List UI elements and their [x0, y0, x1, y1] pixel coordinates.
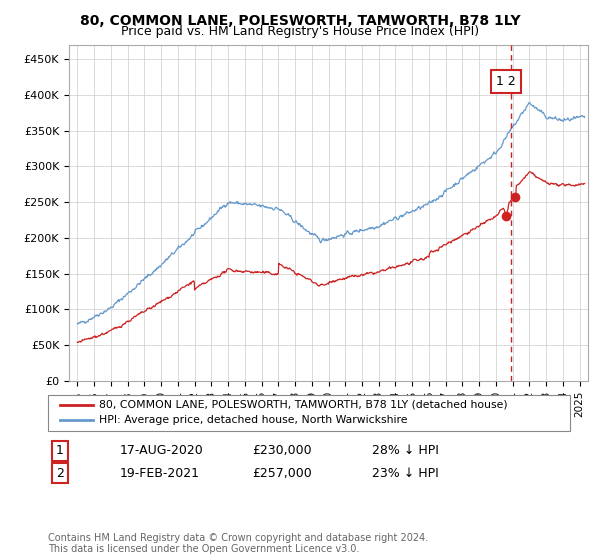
Text: 1 2: 1 2 — [496, 76, 516, 88]
Text: 17-AUG-2020: 17-AUG-2020 — [120, 444, 204, 458]
Text: £257,000: £257,000 — [252, 466, 312, 480]
Text: 80, COMMON LANE, POLESWORTH, TAMWORTH, B78 1LY: 80, COMMON LANE, POLESWORTH, TAMWORTH, B… — [80, 14, 520, 28]
Text: £230,000: £230,000 — [252, 444, 311, 458]
Text: 19-FEB-2021: 19-FEB-2021 — [120, 466, 200, 480]
Text: 1: 1 — [56, 444, 64, 458]
Text: HPI: Average price, detached house, North Warwickshire: HPI: Average price, detached house, Nort… — [99, 415, 407, 425]
Text: 28% ↓ HPI: 28% ↓ HPI — [372, 444, 439, 458]
Text: Price paid vs. HM Land Registry's House Price Index (HPI): Price paid vs. HM Land Registry's House … — [121, 25, 479, 38]
Text: 80, COMMON LANE, POLESWORTH, TAMWORTH, B78 1LY (detached house): 80, COMMON LANE, POLESWORTH, TAMWORTH, B… — [99, 400, 508, 410]
Text: Contains HM Land Registry data © Crown copyright and database right 2024.
This d: Contains HM Land Registry data © Crown c… — [48, 533, 428, 554]
Text: 23% ↓ HPI: 23% ↓ HPI — [372, 466, 439, 480]
Text: 2: 2 — [56, 466, 64, 480]
